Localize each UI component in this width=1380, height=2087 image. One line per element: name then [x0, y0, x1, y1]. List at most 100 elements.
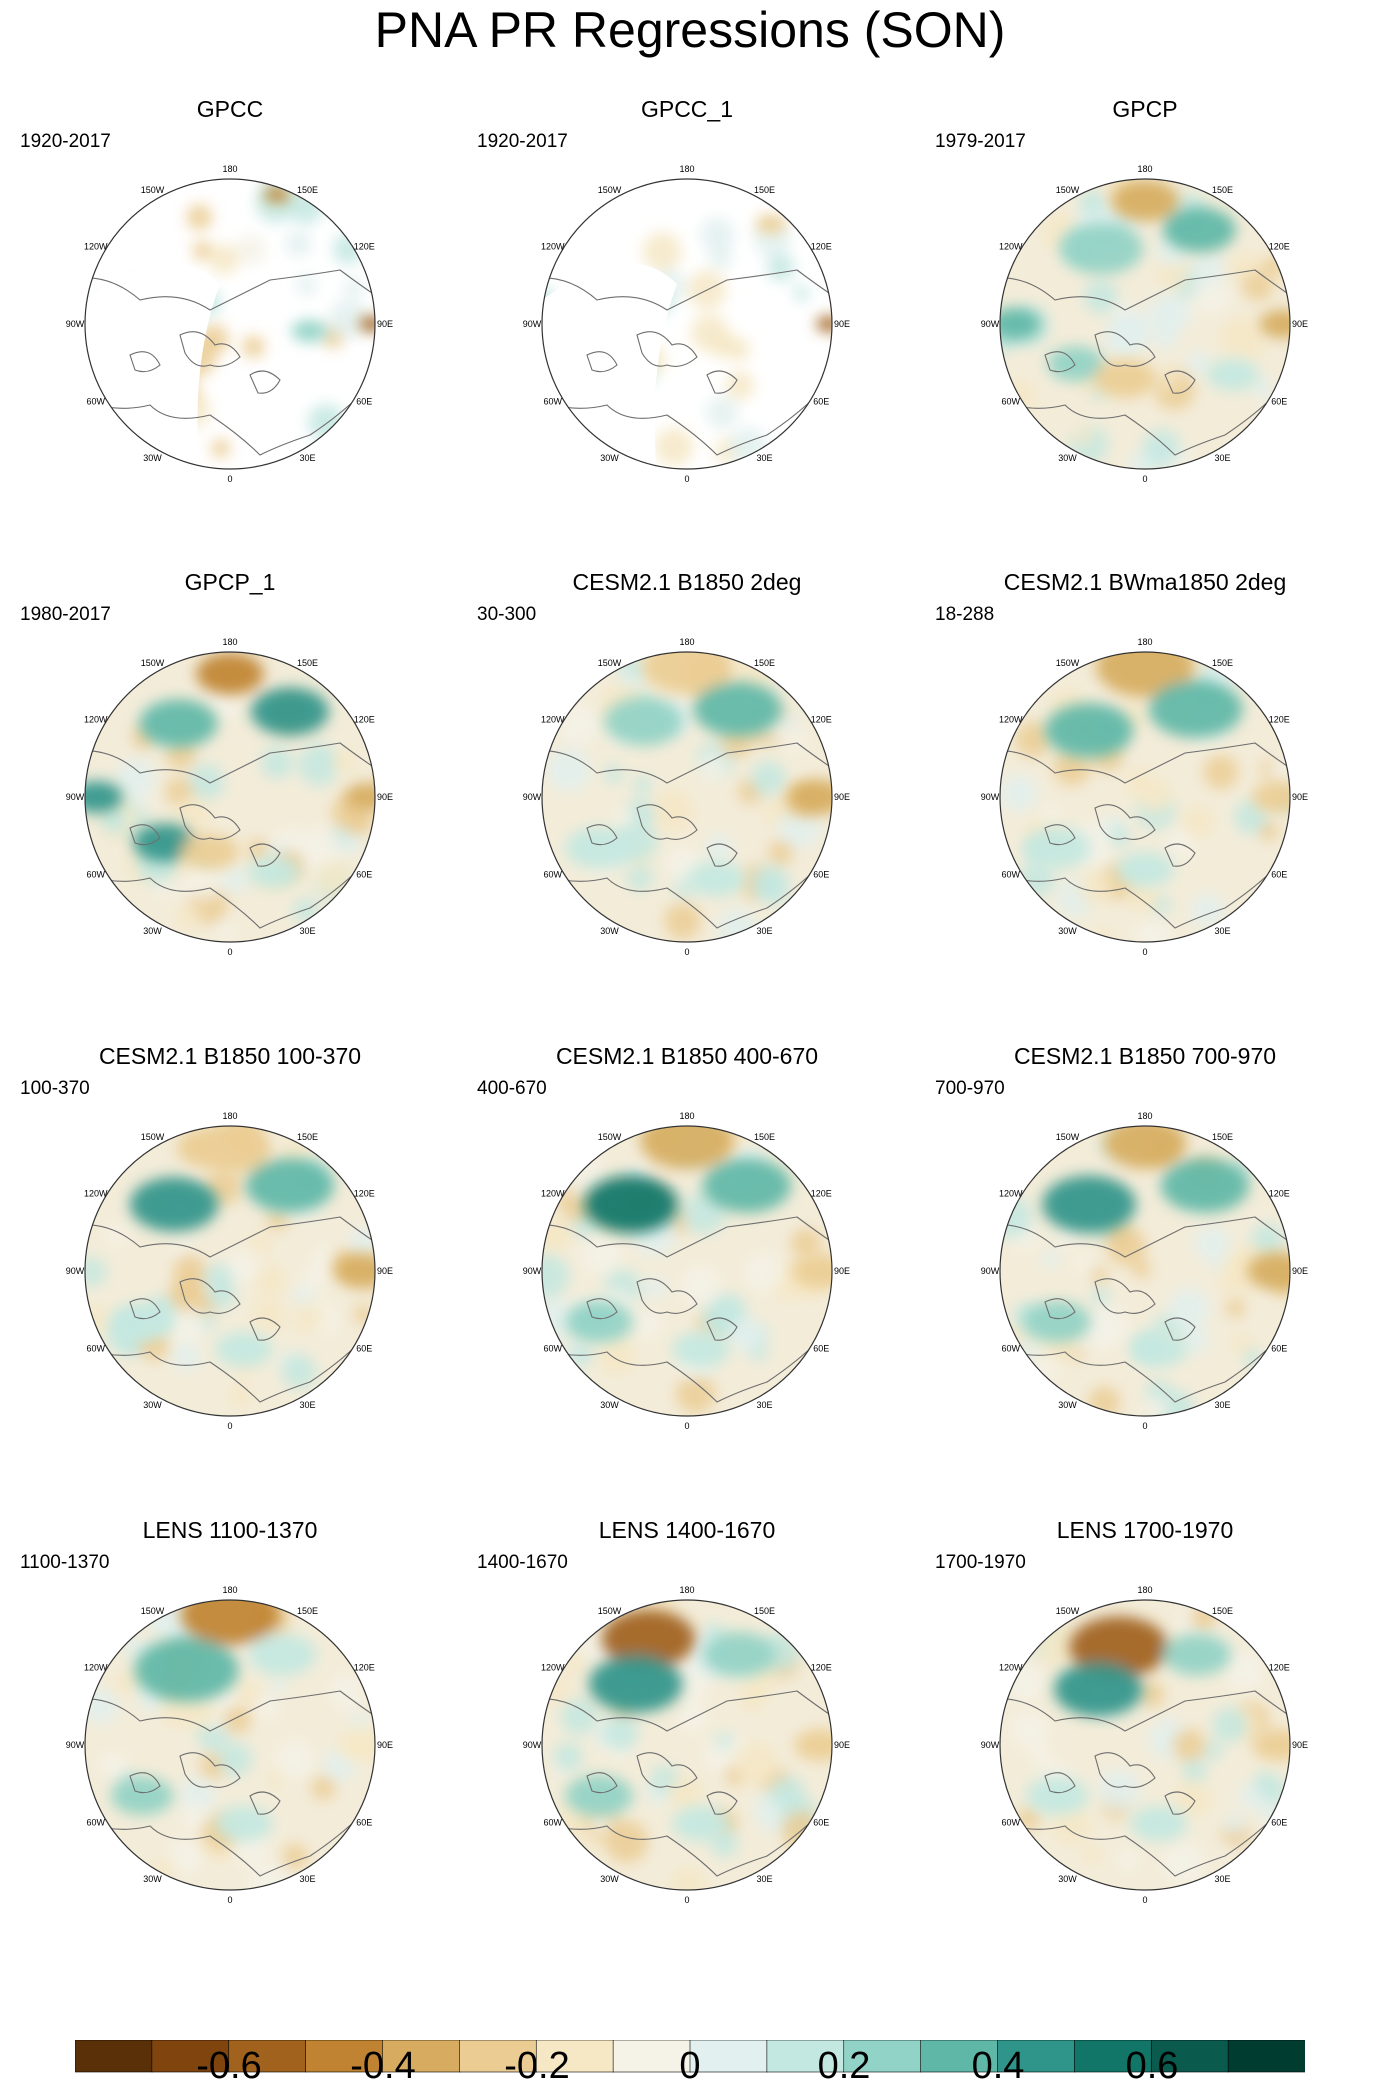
anomaly-blob	[215, 1331, 273, 1368]
map-outline	[541, 1125, 833, 1417]
field-patch	[168, 1306, 207, 1345]
coastline	[706, 843, 738, 867]
panel-title: CESM2.1 B1850 400-670	[555, 1043, 819, 1069]
anomaly-blob	[1148, 680, 1243, 738]
longitude-label: 30E	[1214, 926, 1230, 936]
map-field	[542, 179, 832, 469]
field-patch	[123, 1637, 145, 1658]
longitude-label: 180	[222, 1111, 237, 1121]
coastline	[1094, 1752, 1156, 1788]
coastlines	[1000, 269, 1290, 456]
coastline	[85, 1690, 375, 1732]
coastline	[179, 1752, 241, 1788]
longitude-label: 90W	[523, 319, 542, 329]
field-patch	[709, 330, 738, 359]
longitude-label: 30W	[600, 1400, 619, 1410]
anomaly-blob	[791, 1253, 832, 1289]
longitude-label: 120W	[541, 715, 565, 725]
field-patch	[329, 1675, 364, 1710]
longitude-label: 30E	[299, 1400, 315, 1410]
field-patch	[208, 243, 240, 275]
longitude-label: 90W	[66, 1266, 85, 1276]
anomaly-blob	[1206, 358, 1259, 391]
coastline	[249, 1317, 281, 1341]
map-panel-cesm-b1850-100-370: CESM2.1 B1850 100-370 100-370 180 150E 120…	[10, 1042, 450, 1492]
longitude-label: 30E	[756, 1400, 772, 1410]
field-patch	[1162, 1841, 1204, 1883]
longitude-label: 60E	[1271, 397, 1287, 407]
field-patch	[1191, 894, 1224, 927]
field-patch	[547, 748, 591, 792]
polar-map: 180 150E 120E 90E 60E 30E 0 30W 60W 90W 120W 150W	[523, 164, 850, 484]
longitude-label: 120E	[1269, 242, 1290, 252]
polar-map: 180 150E 120E 90E 60E 30E 0 30W 60W 90W 120W 150W	[523, 1585, 850, 1905]
longitude-label: 30W	[143, 453, 162, 463]
map-outline	[541, 651, 833, 943]
coastline	[1044, 824, 1076, 846]
field-patch	[675, 1373, 716, 1414]
field-patch	[311, 1775, 336, 1800]
colorbar-swatch	[920, 2040, 999, 2073]
field-patch	[1203, 1741, 1223, 1760]
field-patch	[654, 427, 694, 467]
panel-title: CESM2.1 BWma1850 2deg	[1003, 569, 1287, 595]
field-patch	[1225, 1651, 1265, 1691]
field-patch	[99, 1752, 127, 1779]
longitude-label: 0	[1142, 1895, 1147, 1905]
panel-period: 1920-2017	[477, 131, 568, 152]
panel-title: LENS 1400-1670	[598, 1517, 776, 1543]
longitude-label: 60E	[356, 1818, 372, 1828]
anomaly-blobs	[1000, 179, 1290, 398]
longitude-label: 0	[1142, 947, 1147, 957]
field-patch	[294, 1303, 324, 1334]
panel-period: 1920-2017	[20, 131, 111, 152]
longitude-label: 30W	[143, 1874, 162, 1884]
coastlines	[542, 1690, 832, 1877]
coastlines	[542, 742, 832, 929]
field-patch	[1088, 842, 1109, 864]
coastline	[706, 370, 738, 394]
field-patch	[235, 1681, 261, 1707]
longitude-label: 0	[684, 947, 689, 957]
longitude-label: 150W	[1056, 658, 1080, 668]
field-patch	[207, 1280, 236, 1309]
coastline	[1000, 1341, 1276, 1403]
anomaly-blob	[1130, 1805, 1188, 1842]
field-patch	[1251, 377, 1273, 399]
field-patch	[1027, 1354, 1058, 1385]
longitude-label: 0	[1142, 1421, 1147, 1431]
colorbar-swatch	[1227, 2040, 1305, 2073]
longitude-label: 120W	[541, 1189, 565, 1199]
field-patch	[1085, 1305, 1129, 1348]
longitude-label: 150E	[1212, 1132, 1233, 1142]
anomaly-blob	[1025, 1776, 1089, 1815]
field-patch	[766, 253, 795, 282]
panel-period: 1700-1970	[935, 1552, 1026, 1573]
anomaly-blob	[688, 861, 746, 897]
map-field	[85, 1600, 375, 1890]
anomaly-blob	[1023, 1300, 1091, 1343]
anomaly-blob	[188, 1126, 272, 1174]
coastline	[1000, 269, 1290, 311]
map-outline	[84, 651, 376, 943]
polar-map: 180 150E 120E 90E 60E 30E 0 30W 60W 90W 120W 150W	[981, 637, 1308, 957]
longitude-label: 30E	[756, 453, 772, 463]
colorbar-tick-label: 0.6	[1125, 2045, 1179, 2087]
anomaly-blob	[181, 833, 239, 870]
longitude-label: 120E	[811, 715, 832, 725]
field-patch	[281, 1354, 317, 1389]
coastlines	[542, 1216, 832, 1403]
field-patch	[1109, 826, 1131, 848]
map-panel-lens-1700-1970: LENS 1700-1970 1700-1970 180 150E 120E 90E 6…	[925, 1516, 1365, 1966]
coastline	[1000, 394, 1276, 456]
longitude-label: 60W	[87, 1344, 106, 1354]
field-patch	[343, 277, 364, 298]
field-patch	[668, 1776, 703, 1812]
colorbar-swatch	[75, 2040, 153, 2073]
coastline	[542, 742, 832, 784]
colorbar-swatch	[459, 2040, 538, 2073]
anomaly-blob	[565, 1774, 633, 1817]
coastlines	[85, 269, 375, 456]
field-patch	[175, 904, 201, 930]
coastline	[636, 804, 698, 840]
